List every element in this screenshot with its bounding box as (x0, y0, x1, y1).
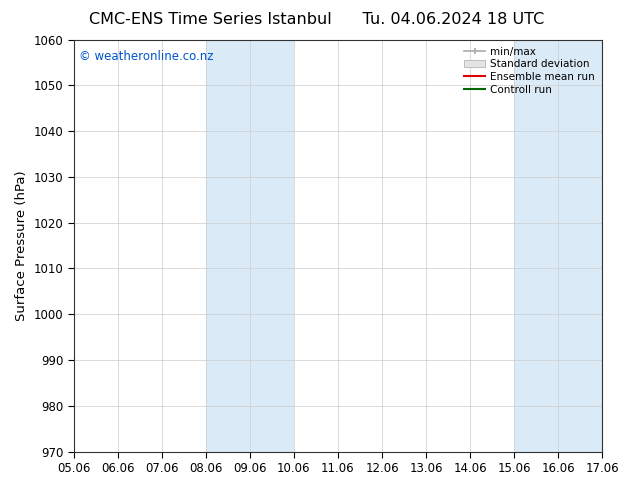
Bar (206, 40, 294, 452)
Bar (514, 40, 602, 452)
Text: © weatheronline.co.nz: © weatheronline.co.nz (79, 50, 214, 63)
Y-axis label: Surface Pressure (hPa): Surface Pressure (hPa) (15, 171, 28, 321)
Legend: min/max, Standard deviation, Ensemble mean run, Controll run: min/max, Standard deviation, Ensemble me… (460, 43, 599, 99)
Text: CMC-ENS Time Series Istanbul      Tu. 04.06.2024 18 UTC: CMC-ENS Time Series Istanbul Tu. 04.06.2… (89, 12, 545, 27)
